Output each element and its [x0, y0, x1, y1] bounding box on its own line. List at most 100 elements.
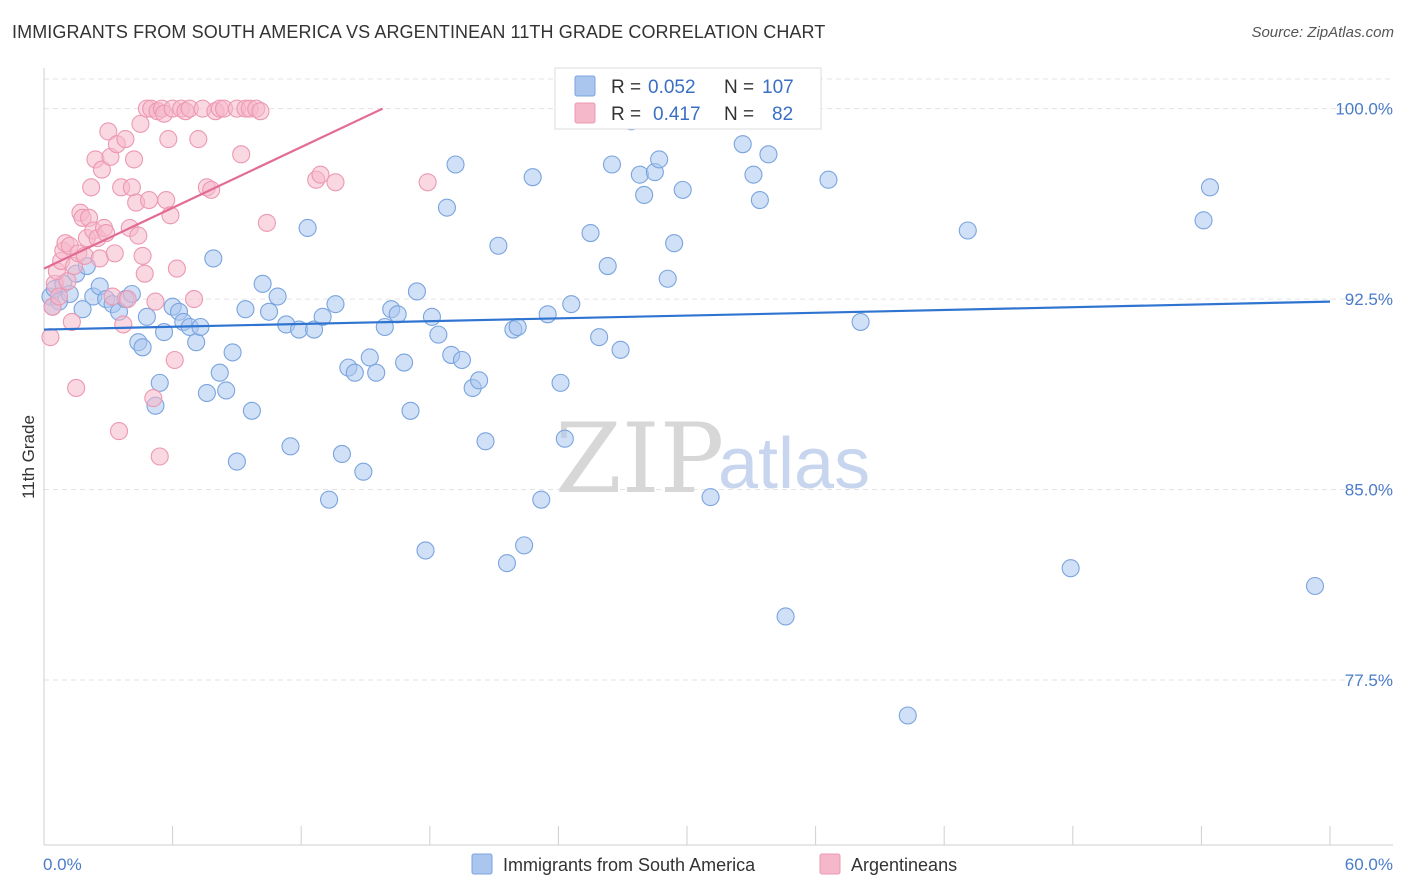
point-immigrants-south-america — [590, 328, 609, 347]
point-immigrants-south-america — [223, 343, 242, 362]
point-immigrants-south-america — [242, 401, 261, 420]
point-immigrants-south-america — [750, 190, 769, 210]
point-immigrants-south-america — [268, 287, 287, 306]
axes — [43, 68, 1393, 846]
point-immigrants-south-america — [744, 165, 763, 184]
point-argentineans — [326, 173, 345, 192]
point-immigrants-south-america — [401, 401, 420, 420]
y-tick-labels: 77.5% 85.0% 92.5% 100.0% — [1335, 100, 1393, 690]
point-argentineans — [257, 213, 276, 232]
point-argentineans — [82, 178, 101, 197]
point-immigrants-south-america — [759, 145, 778, 164]
point-immigrants-south-america — [326, 295, 345, 314]
point-immigrants-south-america — [332, 444, 351, 464]
point-immigrants-south-america — [367, 363, 386, 382]
point-immigrants-south-america — [555, 429, 574, 448]
point-immigrants-south-america — [197, 383, 216, 403]
legend-n-value-2: 82 — [772, 104, 793, 125]
point-argentineans — [105, 244, 124, 263]
point-immigrants-south-america — [437, 198, 456, 217]
point-immigrants-south-america — [673, 180, 692, 199]
point-argentineans — [90, 249, 109, 268]
y-tick-label: 100.0% — [1335, 100, 1393, 119]
point-immigrants-south-america — [150, 373, 169, 392]
point-immigrants-south-america — [476, 432, 495, 451]
point-argentineans — [157, 190, 176, 210]
legend-n-value-1: 107 — [762, 77, 794, 98]
point-argentineans — [311, 165, 330, 184]
stats-legend: R = 0.052 N = 107 R = 0.417 N = 82 — [554, 67, 822, 130]
point-immigrants-south-america — [851, 312, 870, 331]
point-argentineans — [144, 389, 163, 408]
point-argentineans — [41, 328, 60, 347]
point-argentineans — [184, 290, 204, 309]
point-immigrants-south-america — [1194, 211, 1213, 230]
point-argentineans — [122, 178, 141, 197]
point-immigrants-south-america — [298, 218, 317, 238]
point-immigrants-south-america — [581, 223, 600, 243]
watermark-zip: ZIP — [555, 403, 724, 515]
point-immigrants-south-america — [259, 302, 279, 321]
point-immigrants-south-america — [452, 350, 472, 370]
point-immigrants-south-america — [489, 236, 508, 255]
point-argentineans — [167, 259, 186, 278]
point-immigrants-south-america — [187, 333, 206, 352]
y-axis-title: 11th Grade — [19, 415, 38, 499]
legend-swatch-blue — [574, 75, 596, 97]
series-legend-label-2: Argentineans — [851, 855, 957, 875]
point-argentineans — [62, 312, 81, 331]
point-argentineans — [165, 350, 184, 370]
legend-r-label-1: R = — [611, 77, 641, 98]
point-immigrants-south-america — [1200, 178, 1220, 197]
point-argentineans — [58, 272, 77, 291]
point-immigrants-south-america — [446, 155, 465, 174]
point-immigrants-south-america — [602, 155, 622, 174]
point-immigrants-south-america — [227, 452, 246, 471]
legend-r-label-2: R = — [611, 104, 641, 125]
point-immigrants-south-america — [1305, 576, 1325, 596]
point-immigrants-south-america — [665, 234, 684, 253]
x-tick-label-min: 0.0% — [43, 855, 82, 874]
point-argentineans — [129, 226, 148, 245]
point-immigrants-south-america — [407, 282, 426, 301]
y-tick-label: 85.0% — [1345, 481, 1393, 500]
point-immigrants-south-america — [354, 462, 373, 481]
point-argentineans — [251, 102, 270, 121]
trend-line-argentineans — [43, 107, 384, 270]
trend-line-immigrants-south-america — [43, 300, 1331, 331]
point-immigrants-south-america — [701, 488, 720, 507]
point-immigrants-south-america — [630, 165, 649, 184]
point-immigrants-south-america — [497, 554, 517, 573]
x-tick-label-max: 60.0% — [1345, 855, 1393, 874]
point-argentineans — [118, 290, 137, 309]
point-immigrants-south-america — [611, 340, 630, 359]
watermark: ZIP atlas — [555, 403, 870, 515]
point-immigrants-south-america — [305, 320, 324, 339]
point-argentineans — [159, 130, 178, 149]
point-immigrants-south-america — [898, 706, 917, 725]
point-argentineans — [99, 122, 118, 141]
point-immigrants-south-america — [137, 307, 156, 326]
point-immigrants-south-america — [508, 317, 527, 337]
point-argentineans — [67, 378, 86, 397]
point-argentineans — [146, 292, 165, 311]
point-immigrants-south-america — [320, 490, 339, 509]
point-immigrants-south-america — [133, 338, 152, 357]
point-immigrants-south-america — [958, 221, 977, 240]
point-immigrants-south-america — [388, 305, 407, 324]
point-argentineans — [189, 130, 208, 149]
point-argentineans — [133, 246, 152, 265]
point-immigrants-south-america — [658, 269, 677, 288]
point-argentineans — [49, 287, 69, 306]
point-argentineans — [232, 145, 251, 164]
stats-legend-box — [554, 67, 822, 130]
legend-swatch-pink — [574, 102, 596, 124]
point-immigrants-south-america — [395, 353, 414, 372]
point-immigrants-south-america — [598, 257, 617, 276]
watermark-atlas: atlas — [718, 424, 870, 504]
point-immigrants-south-america — [562, 295, 581, 314]
point-immigrants-south-america — [635, 185, 654, 205]
point-immigrants-south-america — [776, 607, 795, 626]
point-argentineans — [92, 160, 111, 179]
point-immigrants-south-america — [1061, 559, 1080, 578]
